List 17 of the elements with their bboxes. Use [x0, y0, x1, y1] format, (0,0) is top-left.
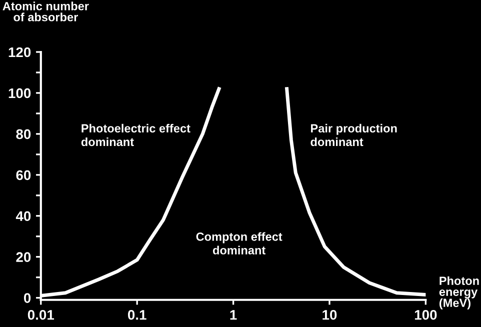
y-tick-label: 20	[16, 252, 31, 262]
y-tick-label: 100	[8, 88, 31, 98]
x-tick-label: 1	[230, 310, 237, 320]
y-axis-title: Atomic number of absorber	[2, 2, 89, 22]
y-tick-label: 60	[16, 170, 31, 180]
y-tick-label: 40	[16, 211, 31, 222]
x-axis-title: Photon energy (MeV)	[439, 276, 479, 310]
x-tick-label: 100	[414, 310, 437, 320]
x-tick-label: 10	[322, 310, 337, 320]
annotation: Compton effect dominant	[196, 232, 282, 254]
annotation: Pair production dominant	[310, 124, 397, 146]
x-tick-label: 0.1	[128, 310, 146, 320]
x-tick-label: 0.01	[28, 310, 54, 320]
y-tick-label: 120	[8, 47, 31, 58]
annotation: Photoelectric effect dominant	[81, 124, 190, 146]
y-tick-label: 80	[16, 129, 31, 140]
y-tick-label: 0	[24, 293, 31, 303]
